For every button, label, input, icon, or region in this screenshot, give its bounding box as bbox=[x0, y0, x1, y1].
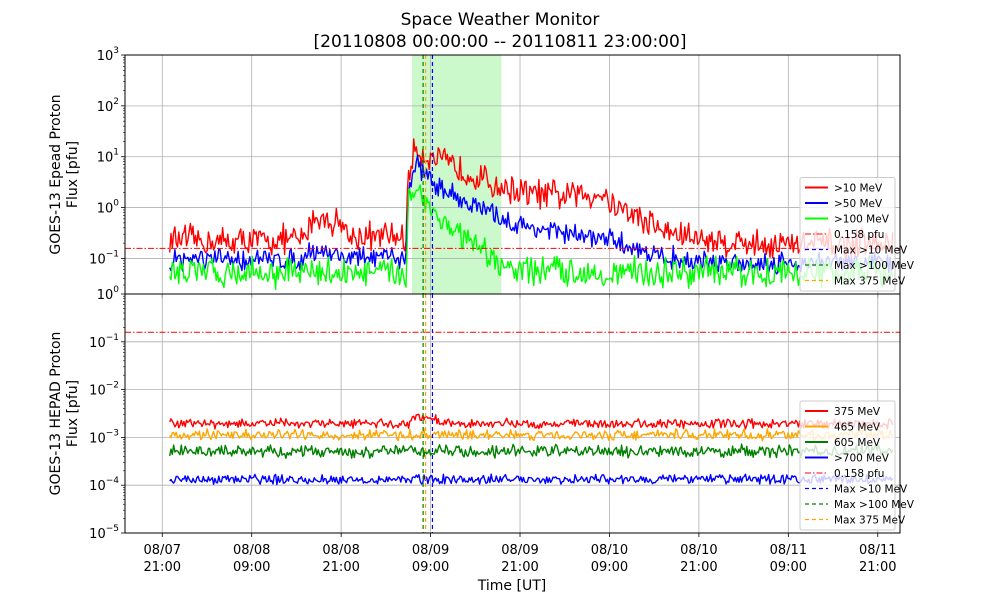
x-tick-label-time: 21:00 bbox=[680, 560, 717, 575]
y-tick-label: 10−4 bbox=[89, 476, 119, 494]
legend-label: Max 375 MeV bbox=[834, 276, 906, 288]
x-tick-label-time: 09:00 bbox=[770, 560, 807, 575]
plot-area bbox=[125, 55, 900, 294]
y-tick-label: 100 bbox=[97, 199, 120, 217]
x-axis-label: Time [UT] bbox=[477, 578, 546, 594]
legend-label: Max >100 MeV bbox=[834, 260, 915, 272]
legend-label: >10 MeV bbox=[834, 183, 883, 195]
x-tick-label-date: 08/11 bbox=[770, 543, 807, 558]
x-tick-label-date: 08/09 bbox=[412, 543, 449, 558]
y-axis-label: Flux [pfu] bbox=[65, 141, 81, 208]
axes-frame bbox=[124, 293, 901, 534]
x-tick-label-date: 08/11 bbox=[859, 543, 896, 558]
x-tick-label-time: 09:00 bbox=[591, 560, 628, 575]
plot-area bbox=[125, 294, 900, 533]
legend-label: 605 MeV bbox=[834, 437, 881, 449]
x-tick-label-time: 09:00 bbox=[233, 560, 270, 575]
x-tick-label-time: 09:00 bbox=[412, 560, 449, 575]
y-tick-label: 101 bbox=[97, 148, 119, 166]
x-tick-label-date: 08/08 bbox=[233, 543, 270, 558]
y-tick-label: 102 bbox=[97, 97, 119, 115]
series-line bbox=[169, 154, 894, 275]
series-line bbox=[169, 428, 894, 442]
chart-subtitle: [20110808 00:00:00 -- 20110811 23:00:00] bbox=[314, 32, 687, 52]
x-tick-label-date: 08/08 bbox=[322, 543, 359, 558]
series-line bbox=[169, 138, 894, 262]
hepad-panel: 10−5 10−4 10−3 10−2 10−1 100 GOES-13 HEPAD Pro… bbox=[48, 285, 915, 542]
x-tick-label-date: 08/10 bbox=[591, 543, 628, 558]
x-tick-label-time: 21:00 bbox=[501, 560, 538, 575]
legend-box bbox=[799, 400, 896, 531]
y-axis-label: GOES-13 HEPAD Proton bbox=[48, 332, 64, 496]
x-tick-label-date: 08/10 bbox=[680, 543, 717, 558]
series-line bbox=[169, 184, 894, 291]
series-line bbox=[169, 473, 894, 486]
epead-panel: 10−1 100 101 102 103 GOES-13 Epead Proton Flux… bbox=[48, 46, 915, 298]
legend-label: Max >10 MeV bbox=[834, 484, 908, 496]
y-tick-label: 100 bbox=[97, 285, 120, 303]
legend-label: 0.158 pfu bbox=[834, 468, 884, 480]
legend-label: Max >100 MeV bbox=[834, 499, 915, 511]
legend-label: 375 MeV bbox=[834, 406, 881, 418]
y-tick-label: 10−1 bbox=[89, 333, 119, 351]
legend-label: Max 375 MeV bbox=[834, 515, 906, 527]
legend-label: >100 MeV bbox=[834, 214, 890, 226]
legend-label: >700 MeV bbox=[834, 453, 890, 465]
x-tick-label-time: 21:00 bbox=[144, 560, 181, 575]
legend-label: >50 MeV bbox=[834, 198, 883, 210]
chart-title: Space Weather Monitor bbox=[401, 10, 600, 30]
series-line bbox=[169, 443, 894, 459]
x-tick-label-date: 08/07 bbox=[144, 543, 181, 558]
y-tick-label: 10−2 bbox=[89, 381, 119, 399]
y-tick-label: 103 bbox=[97, 46, 119, 64]
legend-label: Max >10 MeV bbox=[834, 245, 908, 257]
y-tick-label: 10−5 bbox=[89, 524, 119, 542]
legend-box bbox=[799, 177, 896, 292]
x-tick-label-time: 21:00 bbox=[859, 560, 896, 575]
y-tick-label: 10−3 bbox=[89, 428, 119, 446]
x-tick-label-time: 21:00 bbox=[322, 560, 359, 575]
y-tick-label: 10−1 bbox=[89, 249, 119, 267]
series-line bbox=[169, 413, 894, 430]
legend-label: 0.158 pfu bbox=[834, 229, 884, 241]
y-axis-label: GOES-13 Epead Proton bbox=[48, 94, 64, 254]
x-tick-label-date: 08/09 bbox=[501, 543, 538, 558]
legend-label: 465 MeV bbox=[834, 422, 881, 434]
y-axis-label: Flux [pfu] bbox=[65, 380, 81, 447]
